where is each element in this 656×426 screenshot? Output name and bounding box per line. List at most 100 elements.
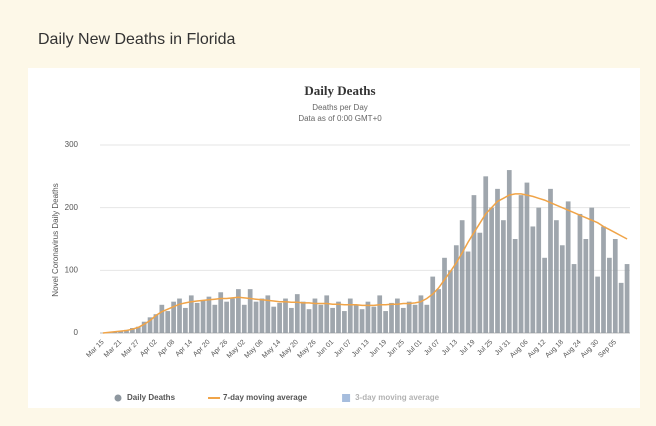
bar [618,282,624,333]
bar [530,226,536,333]
y-tick-label: 100 [65,265,79,274]
bar [171,301,176,333]
y-tick-label: 200 [65,203,79,212]
bar [624,264,630,333]
bar [607,257,612,333]
bar [200,300,206,333]
chart-title: Daily Deaths [304,83,375,98]
bar [318,304,324,333]
bar [212,304,218,333]
bar [147,317,153,333]
bar [448,270,453,333]
bar [159,304,165,333]
bar [236,289,241,333]
bar [389,302,394,333]
bar [224,301,229,333]
bar [536,207,542,333]
bar [459,220,465,333]
legend-label: Daily Deaths [127,393,176,402]
bar [471,195,477,333]
bar [306,309,312,333]
bar [342,311,347,333]
bar [300,301,306,333]
bar [177,298,182,333]
bar [595,276,600,333]
bar [377,295,383,333]
bar [218,292,224,333]
bar [501,220,506,333]
bar [495,188,500,333]
bar [330,307,335,333]
legend-item[interactable]: Daily Deaths [114,393,176,402]
bar [153,314,159,333]
bar [542,257,547,333]
legend-item[interactable]: 3-day moving average [342,393,440,402]
legend-label: 3-day moving average [355,393,440,402]
bar [565,201,571,333]
legend-label: 7-day moving average [223,393,308,402]
legend-item[interactable]: 7-day moving average [208,393,308,402]
bar [241,304,247,333]
bar [271,306,277,333]
bar [601,226,606,333]
bar [353,304,359,333]
bar [312,298,318,333]
bar [424,304,430,333]
bar [141,321,147,333]
bar [130,327,135,333]
moving-average-line [102,193,628,334]
bar [289,307,294,333]
bar [253,301,259,333]
bar [489,207,494,333]
bar [400,307,406,333]
chart-subtitle: Deaths per Day [312,103,368,112]
bar [365,301,371,333]
bar [406,301,412,333]
bar [412,304,418,333]
bar [583,239,589,333]
bar [395,298,400,333]
bar [194,302,200,333]
legend-swatch [342,394,351,402]
bar [512,239,518,333]
y-tick-label: 0 [74,328,79,337]
bar [383,311,388,333]
bar [453,245,459,333]
bar [124,329,129,333]
page-title: Daily New Deaths in Florida [38,31,236,48]
bar [442,257,447,333]
bar [612,239,618,333]
bar [371,306,377,333]
bar [259,298,265,333]
bar [165,311,171,333]
y-tick-label: 300 [65,140,79,149]
bar [283,298,288,333]
bar [188,295,194,333]
bar [230,298,235,333]
bar [183,307,188,333]
bar [265,295,271,333]
bar [436,289,441,333]
bar [477,232,483,333]
bar [135,326,141,333]
y-axis-label: Novel Coronavirus Daily Deaths [51,183,60,296]
bar [418,295,424,333]
bar [247,289,253,333]
bar [347,298,353,333]
bar [524,182,530,333]
bar [359,309,365,333]
bar [518,195,524,333]
bar [571,264,577,333]
bar [577,213,583,333]
bar [206,296,212,333]
bar [483,176,489,333]
bar [118,331,123,333]
bar [277,302,282,333]
bar [589,207,595,333]
bar [559,245,565,333]
bar [506,170,512,333]
bar [465,251,471,333]
bar [324,295,330,333]
bar [430,276,436,333]
